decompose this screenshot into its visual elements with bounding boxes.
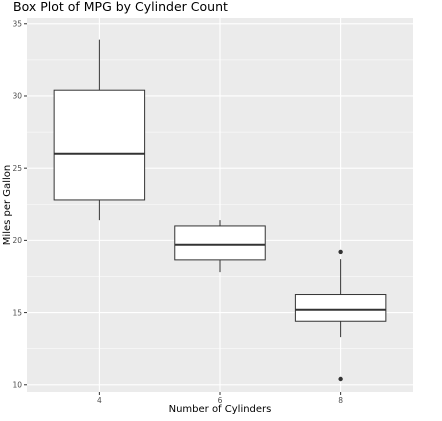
y-tick-label: 10 — [12, 380, 22, 389]
y-tick-label: 20 — [12, 236, 22, 245]
iqr-box — [174, 225, 266, 261]
x-axis-title: Number of Cylinders — [169, 404, 272, 415]
x-tick-label: 6 — [218, 396, 223, 405]
outlier-point — [338, 249, 343, 255]
y-tick-label: 25 — [12, 164, 22, 173]
iqr-box — [53, 89, 146, 201]
box-series — [53, 39, 387, 382]
x-tick-label: 8 — [338, 396, 343, 405]
x-tick-label: 4 — [97, 396, 102, 405]
y-axis-title: Miles per Gallon — [2, 165, 13, 245]
chart-title: Box Plot of MPG by Cylinder Count — [13, 0, 228, 14]
box-6 — [174, 220, 266, 273]
y-axis: 10 15 20 25 30 35 — [12, 19, 27, 389]
y-tick-label: 35 — [12, 19, 22, 28]
box-4 — [53, 39, 146, 221]
outlier-point — [338, 376, 343, 382]
x-axis: 4 6 8 — [97, 392, 343, 405]
y-tick-label: 15 — [12, 308, 22, 317]
y-tick-label: 30 — [12, 92, 22, 101]
box-8 — [294, 249, 387, 382]
iqr-box — [294, 294, 387, 322]
